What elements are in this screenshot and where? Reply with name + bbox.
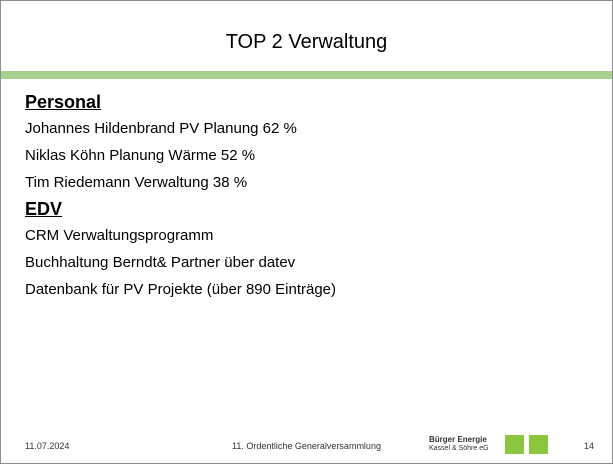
logo-text: Bürger Energie: [429, 435, 487, 444]
section-heading: Personal: [25, 92, 102, 112]
logo-text: Kassel & Söhre eG: [429, 445, 489, 452]
logo-icon: [529, 435, 548, 454]
list-item: Buchhaltung Berndt& Partner über datev: [25, 254, 296, 271]
footer-date: 11.07.2024: [25, 441, 70, 451]
list-item: Johannes Hildenbrand PV Planung 62 %: [25, 120, 297, 137]
list-item: Tim Riedemann Verwaltung 38 %: [25, 174, 248, 191]
footer-event: 11. Ordentliche Generalversammlung: [232, 441, 381, 451]
list-item: CRM Verwaltungsprogramm: [25, 227, 214, 244]
title-band: [1, 71, 612, 79]
section-heading: EDV: [25, 199, 63, 219]
content: Personal Johannes Hildenbrand PV Planung …: [25, 89, 585, 303]
logo: Bürger Energie Kassel & Söhre eG: [429, 435, 489, 453]
list-item: Niklas Köhn Planung Wärme 52 %: [25, 147, 256, 164]
slide-title: TOP 2 Verwaltung: [225, 31, 388, 53]
page-number: 14: [583, 441, 594, 451]
logo-icon: [505, 435, 524, 454]
list-item: Datenbank für PV Projekte (über 890 Eint…: [25, 281, 337, 298]
